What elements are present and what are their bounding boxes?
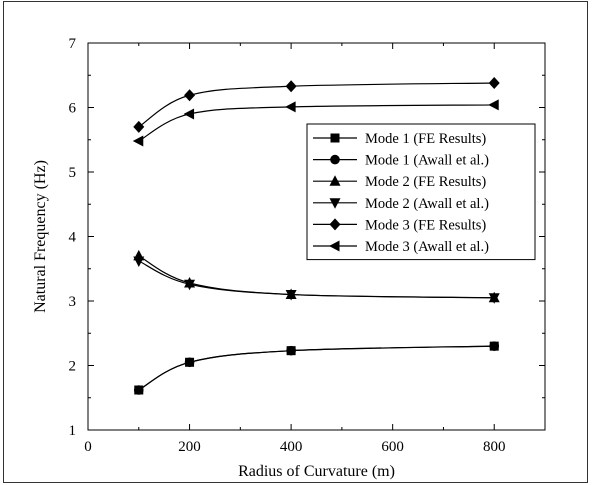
series-1 <box>133 341 500 395</box>
y-tick-label-3: 4 <box>69 230 77 246</box>
legend-label-2: Mode 2 (FE Results) <box>365 174 486 190</box>
x-axis-label: Radius of Curvature (m) <box>238 463 395 480</box>
series-4 <box>133 76 500 133</box>
y-tick-label-0: 1 <box>69 423 77 439</box>
series-4-point-1 <box>184 89 196 102</box>
axes: 0 200 400 600 800 1 2 3 4 5 6 7 <box>69 36 546 455</box>
series-5-point-2 <box>285 101 296 113</box>
legend-label-0: Mode 1 (FE Results) <box>365 131 486 147</box>
legend-label-4: Mode 3 (FE Results) <box>365 217 486 233</box>
series-4-point-3 <box>488 76 500 89</box>
x-tick-label-0: 0 <box>84 439 92 455</box>
legend-marker-0 <box>330 133 340 143</box>
series-3-point-0 <box>133 256 145 268</box>
series-1-line <box>138 345 495 391</box>
legend-marker-5 <box>329 240 340 252</box>
series-3-point-1 <box>184 279 196 291</box>
series-1-point-1 <box>184 357 195 368</box>
y-tick-label-4: 5 <box>69 165 77 181</box>
legend-label-3: Mode 2 (Awall et al.) <box>365 196 489 212</box>
series-3 <box>133 256 500 304</box>
legend-marker-4 <box>329 218 341 231</box>
series-1-point-2 <box>286 345 296 356</box>
y-tick-label-1: 2 <box>69 359 77 375</box>
series-1-point-3 <box>489 341 500 351</box>
series-0-line <box>138 345 495 391</box>
series-5-point-1 <box>183 108 195 120</box>
legend-box <box>306 123 536 261</box>
y-tick-label-6: 7 <box>69 36 77 52</box>
series-1-point-0 <box>133 385 144 395</box>
legend: Mode 1 (FE Results) Mode 1 (Awall et al.)… <box>306 123 536 261</box>
legend-label-1: Mode 1 (Awall et al.) <box>365 153 489 169</box>
series-5-point-3 <box>488 99 499 111</box>
series-5 <box>132 99 499 147</box>
legend-marker-1 <box>330 154 340 165</box>
series-5-point-0 <box>132 135 144 147</box>
x-tick-label-1: 200 <box>178 439 201 455</box>
legend-label-5: Mode 3 (Awall et al.) <box>365 239 489 255</box>
legend-marker-2 <box>329 175 341 186</box>
series-3-point-2 <box>285 290 297 301</box>
x-tick-label-3: 600 <box>381 439 404 455</box>
x-tick-label-4: 800 <box>483 439 506 455</box>
y-axis-label: Natural Frequency (Hz) <box>32 160 49 313</box>
x-tick-label-2: 400 <box>280 439 303 455</box>
legend-marker-3 <box>329 198 341 209</box>
series-3-line <box>138 260 495 299</box>
series-3-point-3 <box>488 293 500 304</box>
series-4-line <box>138 82 495 128</box>
y-tick-label-2: 3 <box>69 294 77 310</box>
series-5-line <box>138 104 495 142</box>
series-4-point-0 <box>133 120 145 133</box>
y-tick-label-5: 6 <box>69 101 77 117</box>
series-2-line <box>138 255 495 299</box>
series-layer <box>132 76 500 395</box>
series-4-point-2 <box>285 80 297 93</box>
